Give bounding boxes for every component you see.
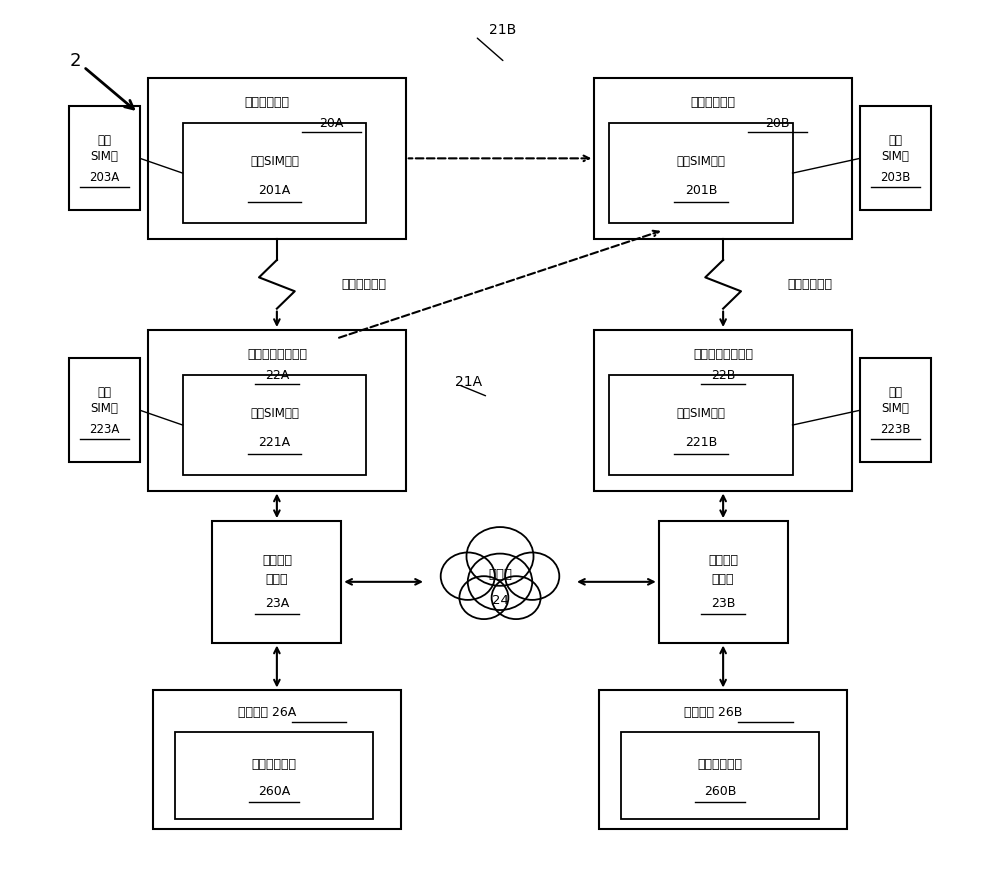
Text: 22A: 22A xyxy=(265,368,289,381)
Text: 223A: 223A xyxy=(89,423,120,436)
Text: 第二: 第二 xyxy=(97,387,111,399)
Bar xyxy=(153,690,401,830)
Text: 网络控制模块: 网络控制模块 xyxy=(698,758,743,771)
Bar xyxy=(609,375,793,475)
Text: 第四: 第四 xyxy=(889,134,903,147)
Bar xyxy=(69,106,140,210)
Text: 260A: 260A xyxy=(258,785,290,798)
Text: SIM卡: SIM卡 xyxy=(882,150,910,163)
Text: 201B: 201B xyxy=(685,184,717,197)
Bar xyxy=(148,78,406,239)
Text: 23A: 23A xyxy=(265,597,289,610)
Text: 2: 2 xyxy=(70,52,81,69)
Text: 第一调制: 第一调制 xyxy=(262,553,292,567)
Text: 第一SIM接口: 第一SIM接口 xyxy=(250,155,299,168)
Text: 网络控制模块: 网络控制模块 xyxy=(251,758,296,771)
Text: 电子装置 26B: 电子装置 26B xyxy=(684,706,742,718)
Text: 21B: 21B xyxy=(489,23,517,37)
Text: 第二射频讯号: 第二射频讯号 xyxy=(788,278,833,291)
Text: 第三SIM接口: 第三SIM接口 xyxy=(676,407,725,420)
Bar xyxy=(621,732,819,819)
Circle shape xyxy=(441,553,495,600)
Text: 第二SIM接口: 第二SIM接口 xyxy=(250,407,299,420)
Text: 20A: 20A xyxy=(319,117,344,130)
Bar xyxy=(183,375,366,475)
Text: 221A: 221A xyxy=(258,436,290,449)
Text: 第一通讯装置: 第一通讯装置 xyxy=(244,96,289,109)
Text: 第二讯号转换装置: 第二讯号转换装置 xyxy=(693,348,753,360)
Text: 电子装置 26A: 电子装置 26A xyxy=(238,706,296,718)
Text: 第四SIM接口: 第四SIM接口 xyxy=(676,155,725,168)
Bar xyxy=(860,358,931,462)
Circle shape xyxy=(492,576,541,619)
Text: 解调器: 解调器 xyxy=(266,573,288,586)
Text: 解调器: 解调器 xyxy=(712,573,734,586)
Text: 21A: 21A xyxy=(455,375,482,389)
Text: 260B: 260B xyxy=(704,785,736,798)
Text: 203B: 203B xyxy=(880,171,911,184)
Bar xyxy=(175,732,373,819)
Text: 第二调制: 第二调制 xyxy=(708,553,738,567)
Text: 第一讯号转换装置: 第一讯号转换装置 xyxy=(247,348,307,360)
Bar xyxy=(594,330,852,490)
Bar xyxy=(183,123,366,223)
Text: SIM卡: SIM卡 xyxy=(882,402,910,415)
Text: SIM卡: SIM卡 xyxy=(90,402,118,415)
Bar xyxy=(69,358,140,462)
Text: 第一: 第一 xyxy=(97,134,111,147)
Text: 223B: 223B xyxy=(880,423,911,436)
Text: 因特网: 因特网 xyxy=(488,568,512,581)
Bar xyxy=(609,123,793,223)
Circle shape xyxy=(468,553,532,610)
Text: 20B: 20B xyxy=(765,117,790,130)
Circle shape xyxy=(505,553,559,600)
Bar xyxy=(860,106,931,210)
Bar xyxy=(599,690,847,830)
Bar xyxy=(594,78,852,239)
Text: 24: 24 xyxy=(492,595,508,608)
Bar xyxy=(148,330,406,490)
Text: SIM卡: SIM卡 xyxy=(90,150,118,163)
Text: 22B: 22B xyxy=(711,368,735,381)
Text: 221B: 221B xyxy=(685,436,717,449)
Text: 203A: 203A xyxy=(89,171,119,184)
Circle shape xyxy=(466,527,534,586)
Bar xyxy=(212,521,341,643)
Text: 第三: 第三 xyxy=(889,387,903,399)
Text: 23B: 23B xyxy=(711,597,735,610)
Circle shape xyxy=(459,576,508,619)
Text: 第一射频讯号: 第一射频讯号 xyxy=(341,278,386,291)
Text: 第二通讯装置: 第二通讯装置 xyxy=(691,96,736,109)
Text: 201A: 201A xyxy=(258,184,291,197)
Bar xyxy=(659,521,788,643)
